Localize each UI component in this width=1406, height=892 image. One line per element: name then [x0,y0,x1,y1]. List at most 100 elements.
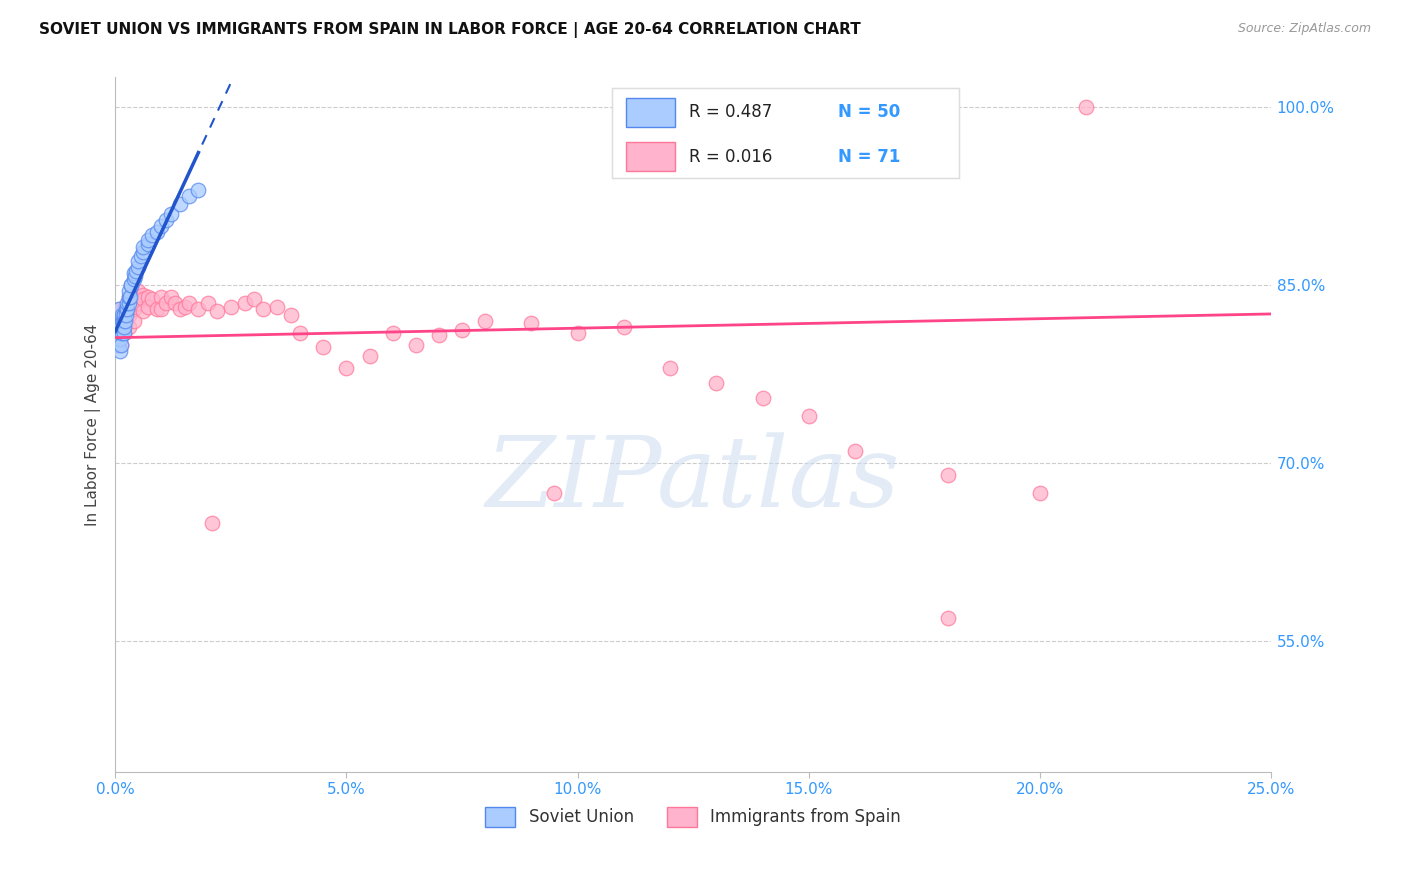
Point [136,290,159,304]
Point [108,319,131,334]
Point [127,260,149,275]
Point [118,308,141,322]
Point [129,248,152,262]
Legend: Soviet Union, Immigrants from Spain: Soviet Union, Immigrants from Spain [478,801,908,833]
Point [112,308,135,322]
Point [751,391,773,405]
Point [132,244,155,259]
Point [122,314,145,328]
Point [118,284,141,298]
Point [451,323,474,337]
Point [120,278,142,293]
Point [169,197,191,211]
Point [150,219,173,233]
Point [114,301,136,316]
Point [111,319,134,334]
Point [219,300,242,314]
Point [122,290,145,304]
Point [136,300,159,314]
Point [122,301,145,316]
Point [335,361,357,376]
Point [936,468,959,483]
Point [179,296,201,310]
Point [704,376,727,390]
Point [108,319,131,334]
Point [520,316,543,330]
Point [115,296,138,310]
Point [108,301,131,316]
Point [252,301,274,316]
Point [114,319,136,334]
Point [118,296,141,310]
Point [111,319,134,334]
Point [122,272,145,286]
Point [110,337,132,351]
Point [567,326,589,340]
Point [613,319,636,334]
Point [132,293,155,307]
Point [797,409,820,423]
Point [114,314,136,328]
Point [155,213,177,227]
Point [127,284,149,298]
Point [187,301,209,316]
Point [114,314,136,328]
Point [107,314,129,328]
Point [111,314,134,328]
Point [159,290,181,304]
Point [169,301,191,316]
Y-axis label: In Labor Force | Age 20-64: In Labor Force | Age 20-64 [86,324,101,526]
Point [659,361,682,376]
Text: Source: ZipAtlas.com: Source: ZipAtlas.com [1237,22,1371,36]
Point [115,301,138,316]
Point [187,183,209,197]
Point [141,293,163,307]
Point [108,301,131,316]
Point [112,326,135,340]
Point [111,326,134,340]
Point [125,264,148,278]
Point [127,254,149,268]
Point [111,308,134,322]
Point [159,207,181,221]
Point [114,314,136,328]
Point [122,266,145,280]
Point [136,233,159,247]
Point [1029,486,1052,500]
Point [112,314,135,328]
Point [136,236,159,251]
Point [124,268,146,283]
Point [243,293,266,307]
Point [105,337,128,351]
Point [936,610,959,624]
Point [132,304,155,318]
Point [114,308,136,322]
Point [107,314,129,328]
Point [173,300,195,314]
Point [205,304,228,318]
Point [150,290,173,304]
Point [381,326,404,340]
Point [107,326,129,340]
Point [107,326,129,340]
Point [118,290,141,304]
Point [108,332,131,346]
Point [141,228,163,243]
Point [146,301,169,316]
Point [155,296,177,310]
Point [114,319,136,334]
Point [146,225,169,239]
Point [543,486,565,500]
Point [110,326,132,340]
Point [1076,100,1098,114]
Point [288,326,311,340]
Point [127,296,149,310]
Point [427,328,450,343]
Point [132,240,155,254]
Point [359,350,381,364]
Point [312,340,335,354]
Point [474,314,496,328]
Point [118,290,141,304]
Point [115,301,138,316]
Point [179,189,201,203]
